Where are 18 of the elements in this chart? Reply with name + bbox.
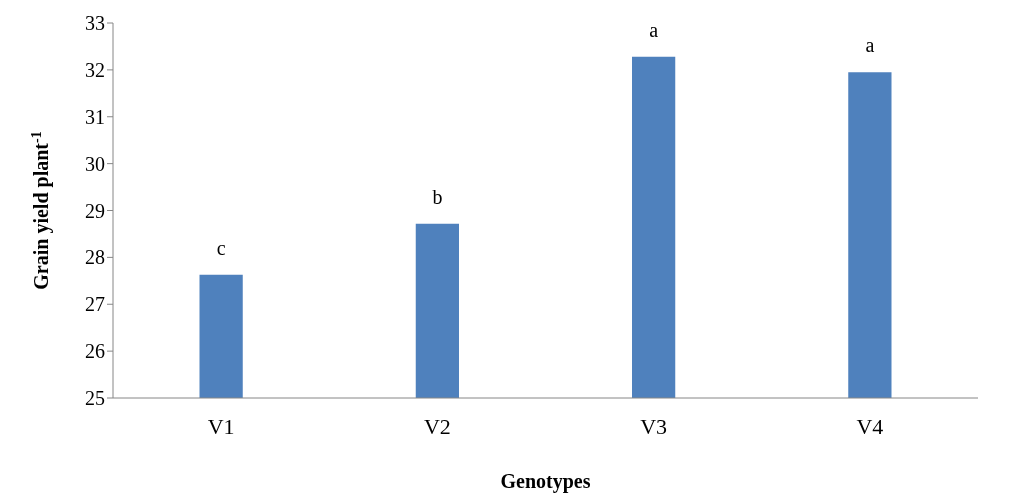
annotation: c bbox=[216, 236, 226, 259]
x-tick-label: V3 bbox=[640, 413, 668, 439]
x-tick-label: V4 bbox=[856, 413, 884, 439]
annotation: b bbox=[432, 185, 443, 208]
y-tick-label: 25 bbox=[85, 387, 105, 410]
annotation: a bbox=[649, 18, 659, 41]
y-tick-label: 29 bbox=[85, 199, 105, 222]
y-tick-label: 28 bbox=[85, 246, 105, 269]
x-tick-label: V1 bbox=[207, 413, 235, 439]
y-tick-label: 26 bbox=[85, 340, 105, 363]
y-tick-label: 30 bbox=[85, 152, 105, 175]
x-tick-label: V2 bbox=[423, 413, 451, 439]
annotation: a bbox=[865, 34, 875, 57]
y-tick-label: 32 bbox=[85, 58, 105, 81]
y-tick-label: 27 bbox=[85, 293, 105, 316]
y-tick-label: 31 bbox=[85, 105, 105, 128]
x-axis-title: Genotypes bbox=[500, 470, 591, 493]
y-tick-label: 33 bbox=[85, 12, 105, 35]
